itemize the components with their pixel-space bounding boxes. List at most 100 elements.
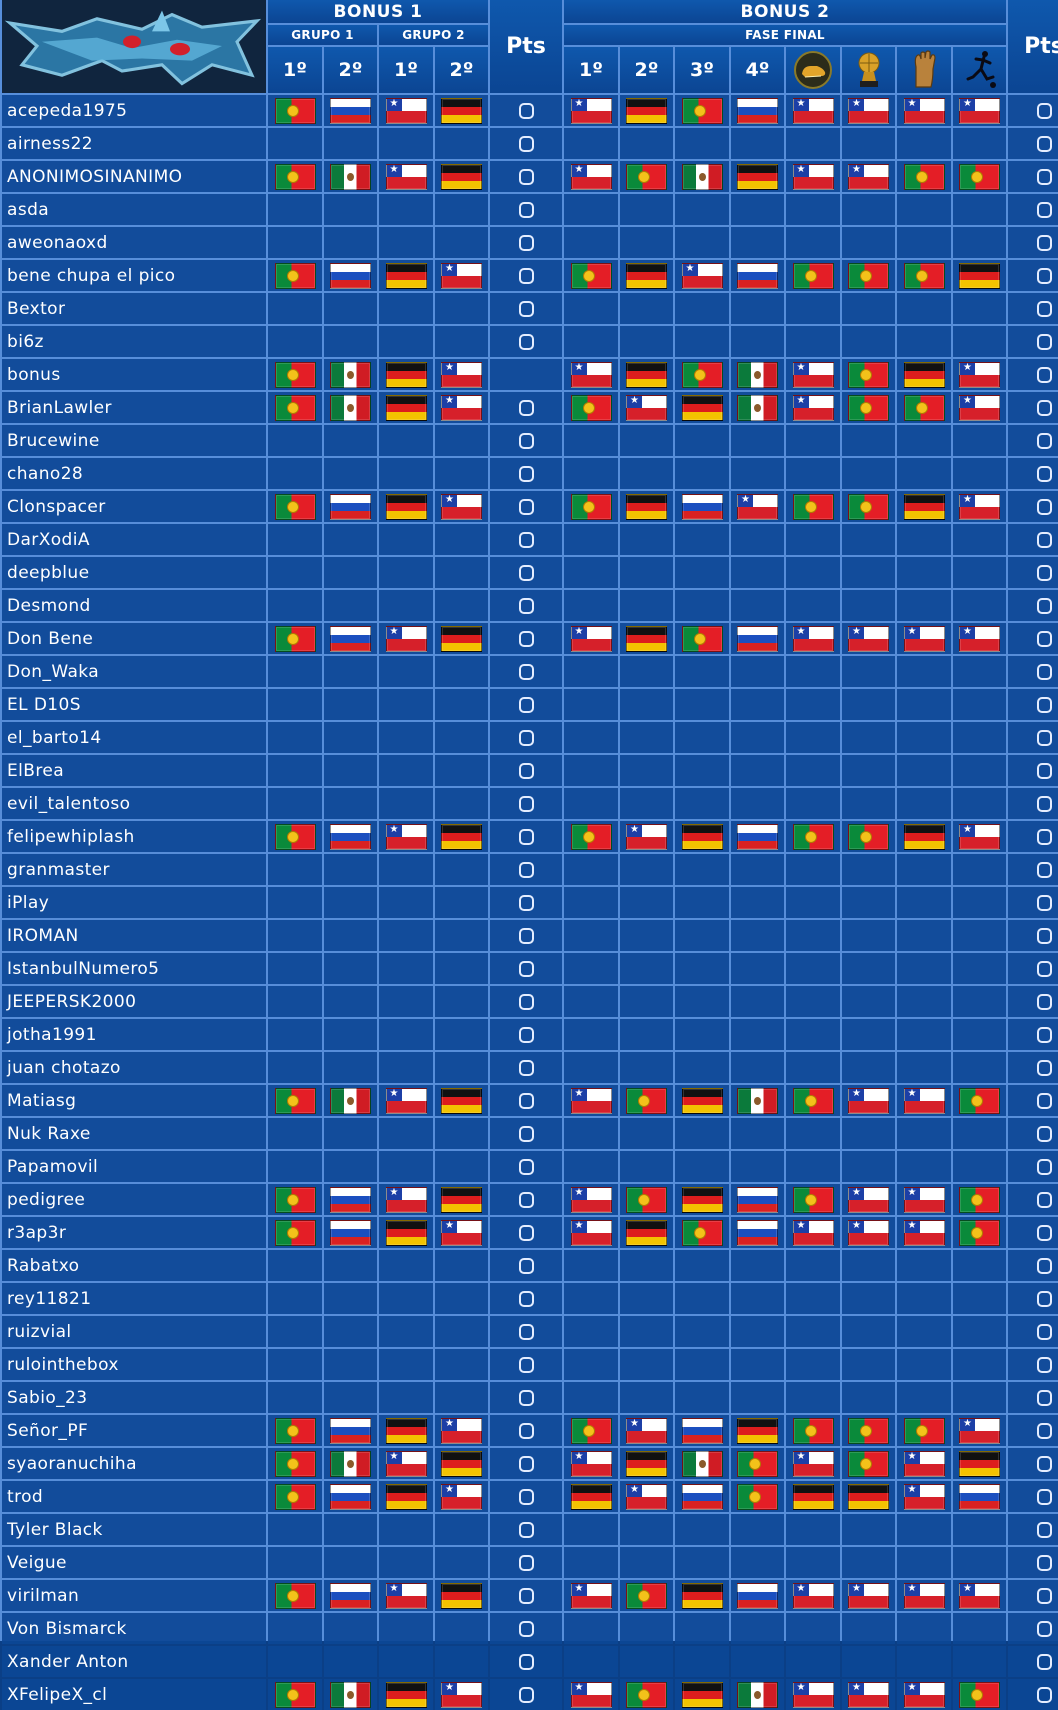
bonus2-pick-cell [564, 1019, 618, 1050]
bonus2-points-value [1036, 201, 1052, 218]
bonus2-pick-cell [620, 1184, 673, 1215]
player-name[interactable]: IROMAN [2, 920, 266, 951]
bonus2-pick-cell [953, 623, 1006, 654]
player-name[interactable]: acepeda1975 [2, 95, 266, 126]
bonus1-pick-cell [324, 1184, 377, 1215]
player-name[interactable]: ruizvial [2, 1316, 266, 1347]
player-name[interactable]: Bextor [2, 293, 266, 324]
player-name[interactable]: Clonspacer [2, 491, 266, 522]
bonus1-pick-cell [379, 722, 433, 753]
player-name[interactable]: evil_talentoso [2, 788, 266, 819]
bonus1-pick-cell [435, 887, 488, 918]
player-name[interactable]: aweonaoxd [2, 227, 266, 258]
bonus1-pick-cell [379, 1382, 433, 1413]
player-name[interactable]: pedigree [2, 1184, 266, 1215]
bonus1-pick-cell [268, 1250, 322, 1281]
player-name[interactable]: r3ap3r [2, 1217, 266, 1248]
player-name[interactable]: asda [2, 194, 266, 225]
player-name[interactable]: Papamovil [2, 1151, 266, 1182]
player-name[interactable]: bonus [2, 359, 266, 390]
player-name[interactable]: Nuk Raxe [2, 1118, 266, 1149]
player-name[interactable]: ANONIMOSINANIMO [2, 161, 266, 192]
player-name[interactable]: granmaster [2, 854, 266, 885]
player-name[interactable]: chano28 [2, 458, 266, 489]
player-name[interactable]: EL D10S [2, 689, 266, 720]
player-name[interactable]: airness22 [2, 128, 266, 159]
bonus2-pick-cell [564, 1217, 618, 1248]
bonus2-points [1008, 1646, 1058, 1677]
bonus2-pick-cell [842, 326, 895, 357]
player-name[interactable]: bi6z [2, 326, 266, 357]
player-name[interactable]: Veigue [2, 1547, 266, 1578]
player-name[interactable]: rey11821 [2, 1283, 266, 1314]
mexico-flag-icon [330, 361, 371, 388]
bonus2-pick-cell [731, 1085, 784, 1116]
player-name[interactable]: Tyler Black [2, 1514, 266, 1545]
bonus2-pick-cell [897, 392, 951, 423]
player-name[interactable]: felipewhiplash [2, 821, 266, 852]
player-name[interactable]: Don_Waka [2, 656, 266, 687]
player-name[interactable]: IstanbulNumero5 [2, 953, 266, 984]
player-name[interactable]: Señor_PF [2, 1415, 266, 1446]
player-name[interactable]: Brucewine [2, 425, 266, 456]
bonus2-pick-cell [731, 953, 784, 984]
chile-flag-icon [385, 823, 427, 850]
player-name[interactable]: juan chotazo [2, 1052, 266, 1083]
bonus2-pick-cell [620, 887, 673, 918]
player-name[interactable]: bene chupa el pico [2, 260, 266, 291]
bonus1-pick-cell [379, 293, 433, 324]
player-name[interactable]: BrianLawler [2, 392, 266, 423]
player-name[interactable]: Sabio_23 [2, 1382, 266, 1413]
bonus2-pick-cell [953, 854, 1006, 885]
bonus1-pick-cell [379, 1349, 433, 1380]
bonus1-points [490, 1217, 562, 1248]
bonus1-pick-cell [435, 1151, 488, 1182]
player-name[interactable]: Matiasg [2, 1085, 266, 1116]
player-name[interactable]: el_barto14 [2, 722, 266, 753]
player-name[interactable]: virilman [2, 1580, 266, 1611]
bonus2-pick-cell [564, 1085, 618, 1116]
bonus1-pick-cell [324, 392, 377, 423]
bonus2-pick-cell [842, 260, 895, 291]
portugal-flag-icon [570, 262, 612, 289]
bonus2-pick-cell [953, 920, 1006, 951]
bonus2-pick-cell [842, 722, 895, 753]
player-name[interactable]: XFelipeX_cl [2, 1679, 266, 1710]
bonus2-pick-cell [897, 1481, 951, 1512]
player-name[interactable]: JEEPERSK2000 [2, 986, 266, 1017]
portugal-flag-icon [626, 1186, 667, 1213]
bonus2-pick-cell [620, 1151, 673, 1182]
bonus1-pick-cell [268, 689, 322, 720]
player-name[interactable]: Xander Anton [2, 1646, 266, 1677]
bonus2-pick-cell [786, 887, 840, 918]
portugal-flag-icon [792, 823, 834, 850]
player-name[interactable]: DarXodiA [2, 524, 266, 555]
player-name[interactable]: deepblue [2, 557, 266, 588]
bonus2-pick-cell [620, 392, 673, 423]
bonus2-pick-cell [786, 1547, 840, 1578]
player-name[interactable]: Don Bene [2, 623, 266, 654]
chile-flag-icon [792, 1219, 834, 1246]
bonus2-pick-cell [842, 854, 895, 885]
player-name[interactable]: rulointhebox [2, 1349, 266, 1380]
bonus1-points-value [518, 1059, 534, 1076]
chile-flag-icon [792, 163, 834, 190]
bonus1-points-value [518, 1389, 534, 1406]
bonus2-pick-cell [620, 986, 673, 1017]
player-name[interactable]: iPlay [2, 887, 266, 918]
portugal-flag-icon [792, 1186, 834, 1213]
bonus1-pick-cell [268, 458, 322, 489]
player-name[interactable]: trod [2, 1481, 266, 1512]
bonus1-pick-cell [435, 1415, 488, 1446]
player-name[interactable]: ElBrea [2, 755, 266, 786]
player-name[interactable]: Rabatxo [2, 1250, 266, 1281]
bonus1-pick-cell [379, 1613, 433, 1644]
bonus1-pick-cell [435, 1679, 488, 1710]
bonus2-pick-cell [564, 1481, 618, 1512]
bonus2-pick-cell [675, 293, 729, 324]
portugal-flag-icon [792, 1087, 834, 1114]
player-name[interactable]: jotha1991 [2, 1019, 266, 1050]
player-name[interactable]: syaoranuchiha [2, 1448, 266, 1479]
player-name[interactable]: Desmond [2, 590, 266, 621]
player-name[interactable]: Von Bismarck [2, 1613, 266, 1644]
